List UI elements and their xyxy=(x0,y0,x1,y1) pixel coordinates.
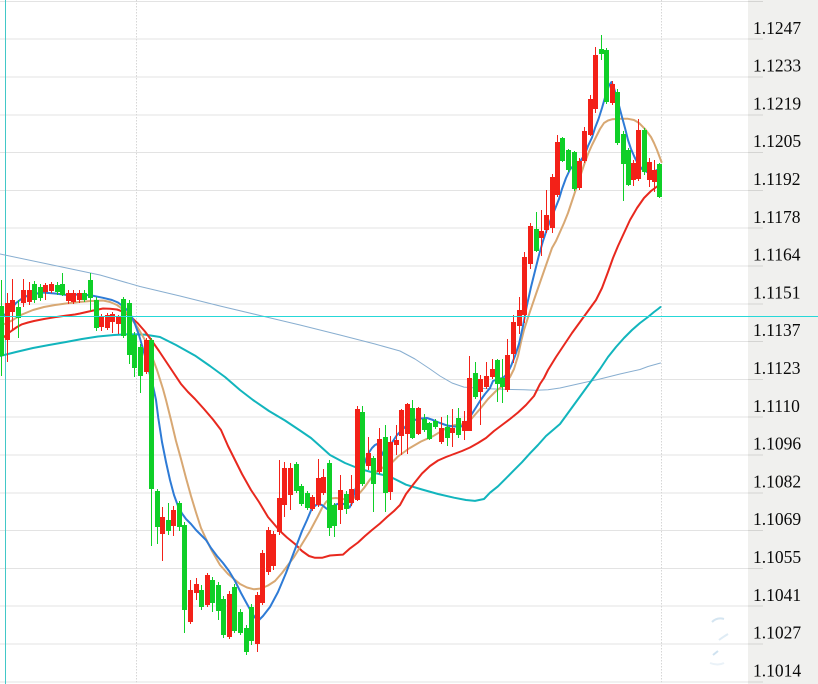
svg-text:1.1151: 1.1151 xyxy=(753,282,800,302)
svg-text:1.1178: 1.1178 xyxy=(753,207,801,227)
svg-text:1.1069: 1.1069 xyxy=(753,509,801,529)
svg-text:1.1205: 1.1205 xyxy=(753,131,801,151)
svg-text:1.1192: 1.1192 xyxy=(753,169,800,189)
svg-text:1.1082: 1.1082 xyxy=(753,471,801,491)
svg-text:1.1110: 1.1110 xyxy=(753,396,800,416)
svg-text:1.1055: 1.1055 xyxy=(753,547,801,567)
svg-text:1.1096: 1.1096 xyxy=(753,434,801,454)
svg-text:1.1041: 1.1041 xyxy=(753,585,801,605)
svg-text:1.1233: 1.1233 xyxy=(753,56,801,76)
svg-text:1.1137: 1.1137 xyxy=(753,320,801,340)
svg-text:1.1123: 1.1123 xyxy=(753,358,801,378)
svg-text:1.1164: 1.1164 xyxy=(753,245,801,265)
svg-text:1.1014: 1.1014 xyxy=(753,660,801,680)
svg-text:1.1219: 1.1219 xyxy=(753,93,801,113)
svg-text:1.1247: 1.1247 xyxy=(753,18,801,38)
svg-text:1.1027: 1.1027 xyxy=(753,623,801,643)
